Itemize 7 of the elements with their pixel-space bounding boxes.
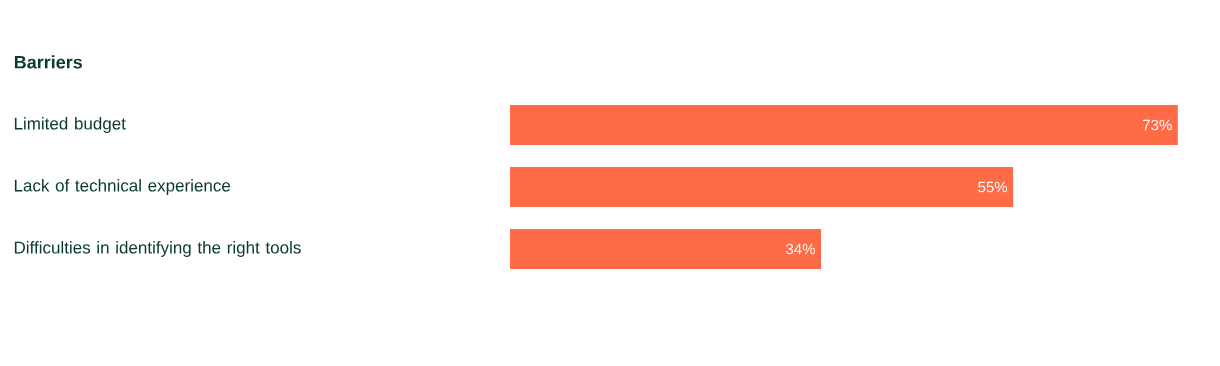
data-label: 34%: [786, 243, 815, 255]
text: Barriers: [14, 55, 82, 69]
y-tick-label: Lack of technical experience: [14, 179, 231, 195]
data-label: 73%: [1143, 119, 1172, 131]
data-label: 55%: [978, 181, 1008, 193]
y-tick-label: Difficulties in identifying the right tools: [14, 241, 301, 257]
y-tick-label: Limited budget: [14, 117, 126, 133]
